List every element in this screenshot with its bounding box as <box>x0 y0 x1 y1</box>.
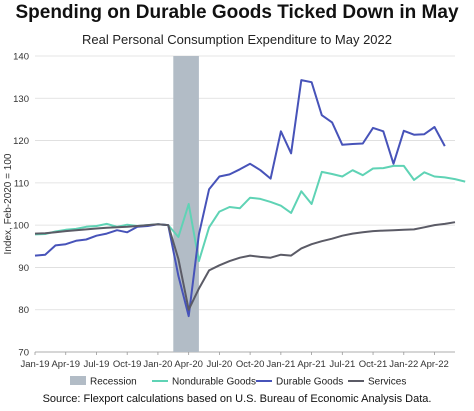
series-line-services <box>34 221 456 311</box>
y-tick-label: 130 <box>13 94 29 105</box>
x-tick-label: Jul-20 <box>206 359 232 370</box>
series-line-durable-goods <box>34 79 446 318</box>
legend-label: Recession <box>90 377 137 388</box>
x-tick-label: Apr-20 <box>174 359 203 370</box>
legend-label: Services <box>368 377 406 388</box>
legend-label: Nondurable Goods <box>172 377 256 388</box>
y-tick-label: 80 <box>18 305 29 316</box>
line-chart: 70 80 90 100 110 120 130 140 Jan-19 Apr-19 Jul-19… <box>3 52 466 388</box>
x-tick-label: Oct-20 <box>236 359 265 370</box>
legend: Recession Nondurable Goods Durable Goods Se… <box>70 376 406 388</box>
y-tick-label: 140 <box>13 52 29 63</box>
y-axis-ticks: 70 80 90 100 110 120 130 140 <box>13 52 29 359</box>
x-axis-ticks: Jan-19 Apr-19 Jul-19 Oct-19 Jan-20 Apr-20 Jul-… <box>20 352 449 370</box>
x-tick-label: Apr-19 <box>51 359 80 370</box>
chart-subtitle: Real Personal Consumption Expenditure to… <box>81 32 392 47</box>
x-tick-label: Oct-19 <box>113 359 142 370</box>
source-note: Source: Flexport calculations based on U… <box>42 393 432 405</box>
y-tick-label: 110 <box>14 178 29 189</box>
series-layer <box>34 79 466 318</box>
y-tick-label: 120 <box>13 136 29 147</box>
x-tick-label: Apr-21 <box>297 359 326 370</box>
y-tick-label: 100 <box>13 221 29 232</box>
x-tick-label: Jul-21 <box>329 359 355 370</box>
x-tick-label: Apr-22 <box>420 359 449 370</box>
legend-label: Durable Goods <box>276 377 343 388</box>
x-tick-label: Jul-19 <box>84 359 110 370</box>
y-axis-label: Index, Feb-2020 = 100 <box>3 153 14 254</box>
x-tick-label: Jan-21 <box>266 359 295 370</box>
y-tick-label: 70 <box>18 348 29 359</box>
x-tick-label: Oct-21 <box>359 359 388 370</box>
series-line-nondurable-goods <box>34 164 466 263</box>
y-tick-label: 90 <box>18 263 29 274</box>
grid-lines <box>35 55 455 353</box>
x-tick-label: Jan-22 <box>389 359 418 370</box>
legend-swatch <box>70 376 86 385</box>
chart-title: Spending on Durable Goods Ticked Down in… <box>15 2 459 23</box>
x-tick-label: Jan-20 <box>143 359 172 370</box>
x-tick-label: Jan-19 <box>20 359 49 370</box>
